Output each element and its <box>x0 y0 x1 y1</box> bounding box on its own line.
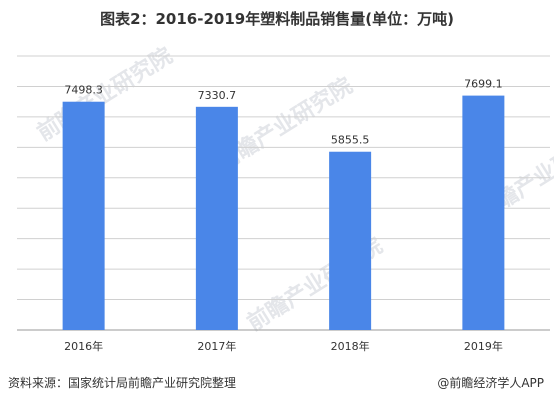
data-label: 7498.3 <box>64 84 103 97</box>
bar-chart: 7498.3 2016年 7330.7 2017年 5855.5 2018年 7699.1 2… <box>17 55 550 353</box>
x-tick-label: 2017年 <box>197 339 236 353</box>
bar <box>62 101 105 331</box>
data-label: 5855.5 <box>331 134 370 147</box>
x-tick-label: 2019年 <box>464 339 503 353</box>
data-label: 7330.7 <box>198 89 237 102</box>
chart-title: 图表2：2016-2019年塑料制品销售量(单位：万吨) <box>100 10 454 28</box>
bar <box>329 151 372 330</box>
data-label: 7699.1 <box>464 78 503 91</box>
bar <box>195 106 238 330</box>
source-note: 资料来源：国家统计局前瞻产业研究院整理 <box>8 376 237 390</box>
credit-note: @前瞻经济学人APP <box>437 376 544 390</box>
x-tick-label: 2018年 <box>331 339 370 353</box>
bar <box>462 95 505 330</box>
x-tick-label: 2016年 <box>64 339 103 353</box>
